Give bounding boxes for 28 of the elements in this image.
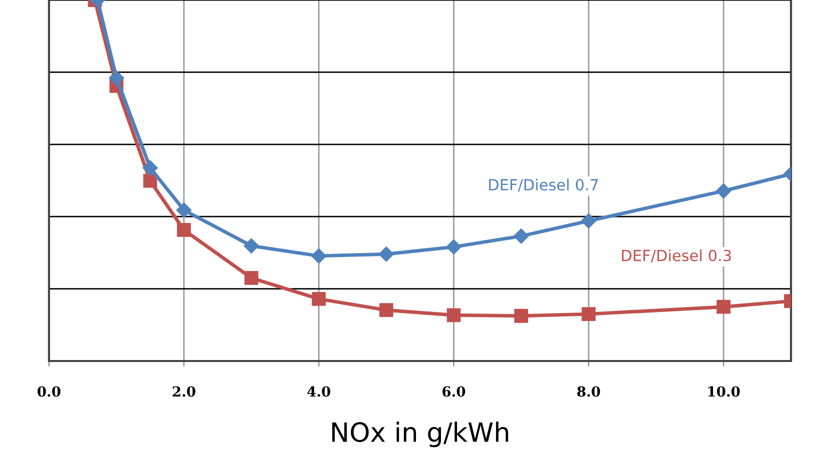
point (582, 307, 596, 322)
point (581, 213, 596, 228)
x-tick-label: 6.0 (442, 386, 466, 397)
x-tick-label: 4.0 (307, 386, 330, 397)
point (244, 238, 259, 254)
point (244, 271, 258, 285)
point (514, 308, 528, 323)
x-axis-title: NOx in g/kWh (332, 422, 508, 448)
point (176, 202, 192, 218)
point (716, 183, 732, 199)
text: DEF/Diesel 0.3 (622, 249, 731, 262)
x-tick-label: 8.0 (577, 386, 600, 397)
x-tick-label: 2.0 (172, 386, 196, 397)
point (379, 303, 394, 318)
point (143, 174, 158, 188)
point (312, 292, 326, 306)
series-label: DEF/Diesel 0.7 (489, 178, 598, 192)
point (142, 160, 158, 176)
x-tick-label: 0.0 (38, 386, 60, 397)
point (378, 246, 394, 262)
point (446, 239, 462, 254)
point (311, 248, 326, 264)
point (108, 70, 124, 86)
point (176, 223, 191, 237)
point (514, 228, 529, 244)
point (716, 300, 730, 314)
x-tick-label: 10.0 (708, 386, 740, 397)
point (446, 308, 461, 322)
